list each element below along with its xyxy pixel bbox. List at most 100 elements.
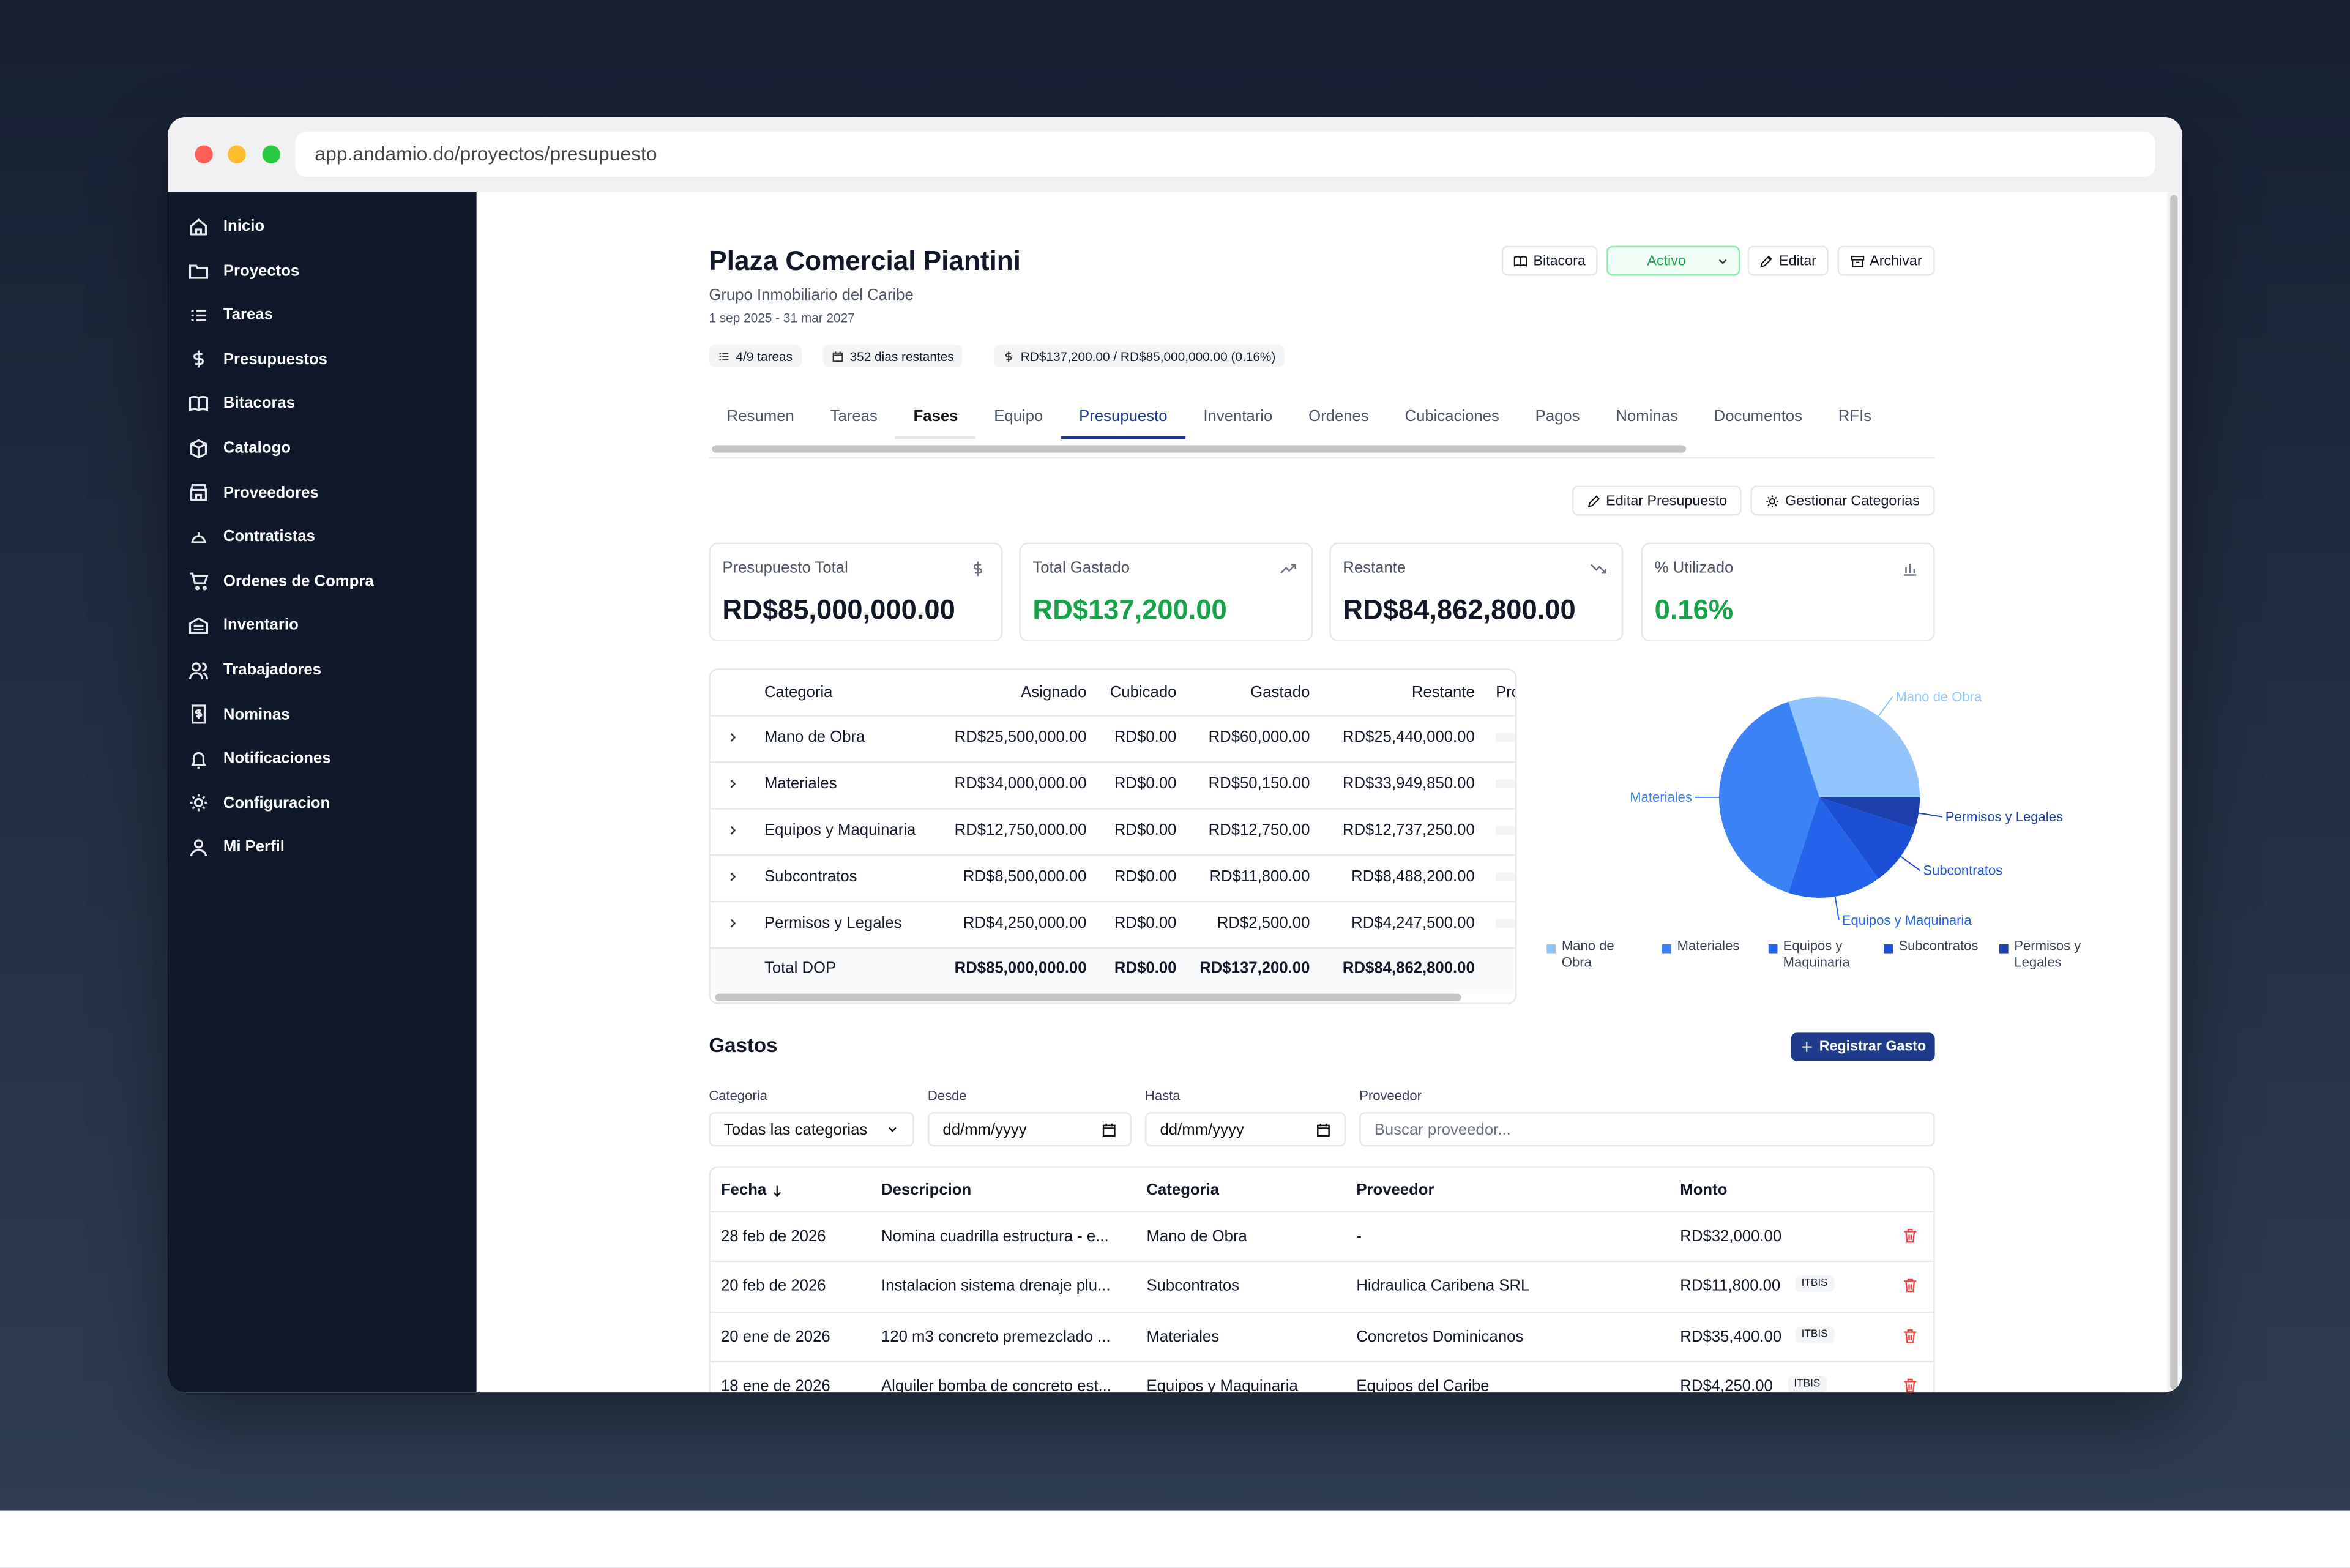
table-cell: RD$0.00 [1114,775,1177,793]
pie-slice [1718,701,1820,893]
table-cell: Concretos Dominicanos [1356,1327,1524,1346]
stat-card: Restante RD$84,862,800.00 [1329,542,1624,642]
expand-chevron[interactable] [725,916,740,930]
table-cell: Mano de Obra [1146,1227,1247,1246]
table-cell: Equipos del Caribe [1356,1377,1490,1393]
tab[interactable]: Documentos [1714,408,1803,426]
nav-icon [190,573,209,591]
total-cell: RD$84,862,800.00 [1342,959,1475,977]
button-label: Bitacora [1533,252,1586,269]
nav-label: Inicio [223,217,265,236]
pie-legend: Mano de Obra Materiales Equipos y Maquinar… [1546,938,2086,969]
tab[interactable]: Cubicaciones [1404,408,1499,426]
delete-icon[interactable] [1902,1277,1919,1294]
itbis-badge: ITBIS [1788,1375,1827,1392]
tab[interactable]: Pagos [1535,408,1580,426]
nav-item[interactable]: Proveedores [189,477,319,507]
expand-chevron[interactable] [725,869,740,884]
column-header: Cubicado [1110,683,1177,702]
expand-chevron[interactable] [725,730,740,745]
budget-action[interactable]: Gestionar Categorias [1750,485,1935,516]
nav-item[interactable]: Trabajadores [188,655,321,685]
nav-item[interactable]: Contratistas [189,522,315,552]
budget-action[interactable]: Editar Presupuesto [1572,485,1742,516]
nav-label: Proveedores [223,483,319,502]
nav-item[interactable]: Presupuestos [189,345,327,375]
button-label: Activo [1647,252,1686,269]
tab[interactable]: Tareas [830,408,878,426]
nav-item[interactable]: Ordenes de Compra [189,566,374,596]
table-cell: Subcontratos [1146,1277,1240,1296]
table-cell: Instalacion sistema drenaje plu... [881,1277,1111,1296]
tab[interactable]: Ordenes [1308,408,1369,426]
url-bar[interactable]: app.andamio.do/proyectos/presupuesto [295,132,2155,177]
nav-item[interactable]: Nominas [189,700,289,730]
tab-scroll[interactable] [712,445,1687,453]
nav-item[interactable]: Mi Perfil [189,832,285,862]
nav-item[interactable]: Notificaciones [189,744,331,774]
filter-input[interactable]: Buscar proveedor... [1359,1112,1935,1147]
table-cell: Materiales [1146,1327,1220,1346]
tab[interactable]: Nominas [1616,408,1678,426]
nav-icon [190,752,207,769]
nav-icon [193,351,204,368]
action-status[interactable]: Activo [1606,245,1740,276]
sort-icon [774,1185,781,1197]
row-divider [710,900,1515,903]
legend-swatch [1999,944,2009,954]
action-archive[interactable]: Archivar [1837,245,1935,276]
nav-item[interactable]: Tareas [189,300,273,330]
button-icon [1760,255,1773,267]
placeholder [1496,733,1515,742]
total-cell: Total DOP [764,959,837,977]
register-button[interactable]: Registrar Gasto [1791,1032,1935,1061]
nav-item[interactable]: Proyectos [188,256,299,286]
minimize-dot[interactable] [228,145,246,163]
filter-input[interactable]: dd/mm/yyyy [927,1112,1132,1147]
column-header: Pro [1496,683,1515,702]
nav-item[interactable]: Catalogo [189,433,291,463]
maximize-dot[interactable] [262,145,280,163]
tab[interactable]: Resumen [726,408,794,426]
scroll-thumb[interactable] [2170,195,2178,1390]
expand-chevron[interactable] [725,823,740,837]
column-header: Categoria [1146,1181,1220,1200]
card-label: % Utilizado [1654,559,1734,577]
button-icon [1587,495,1600,507]
tab[interactable]: Presupuesto [1061,397,1185,439]
row-divider [710,1310,1934,1313]
slice-label: Mano de Obra [1895,689,1982,704]
nav-item[interactable]: Bitacoras [188,389,295,419]
delete-icon[interactable] [1902,1377,1919,1393]
table-scroll[interactable] [715,993,1461,1001]
legend-item: Materiales [1662,938,1739,969]
scrollbar[interactable] [2167,192,2182,1393]
column-header: Gastado [1250,683,1310,702]
nav-item[interactable]: Inicio [189,211,264,241]
delete-icon[interactable] [1902,1327,1919,1344]
close-dot[interactable] [195,145,213,163]
action-bitacora[interactable]: Bitacora [1501,245,1598,276]
tab[interactable]: Fases [895,397,976,439]
table-cell: RD$11,800.00 [1209,867,1310,886]
tab[interactable]: Equipo [994,408,1043,426]
table-cell: 28 feb de 2026 [720,1227,826,1246]
filter-input[interactable]: dd/mm/yyyy [1145,1112,1346,1147]
label-line [1918,812,1942,818]
table-cell: Equipos y Maquinaria [764,821,916,840]
nav-item[interactable]: Inventario [188,611,299,641]
project-client: Grupo Inmobiliario del Caribe [709,286,914,305]
filter-input[interactable]: Todas las categorias [709,1112,914,1147]
expand-chevron[interactable] [725,777,740,791]
button-label: Editar [1779,252,1816,269]
badge-text: RD$137,200.00 / RD$85,000,000.00 (0.16%) [1020,348,1276,364]
nav-label: Configuracion [223,794,330,812]
delete-icon[interactable] [1902,1228,1919,1244]
tab[interactable]: Inventario [1203,408,1273,426]
action-edit[interactable]: Editar [1747,245,1829,276]
button-label: Registrar Gasto [1819,1039,1927,1056]
tab[interactable]: RFIs [1838,408,1872,426]
nav-icon [188,395,209,412]
button-icon [1513,255,1528,266]
nav-item[interactable]: Configuracion [189,788,330,818]
